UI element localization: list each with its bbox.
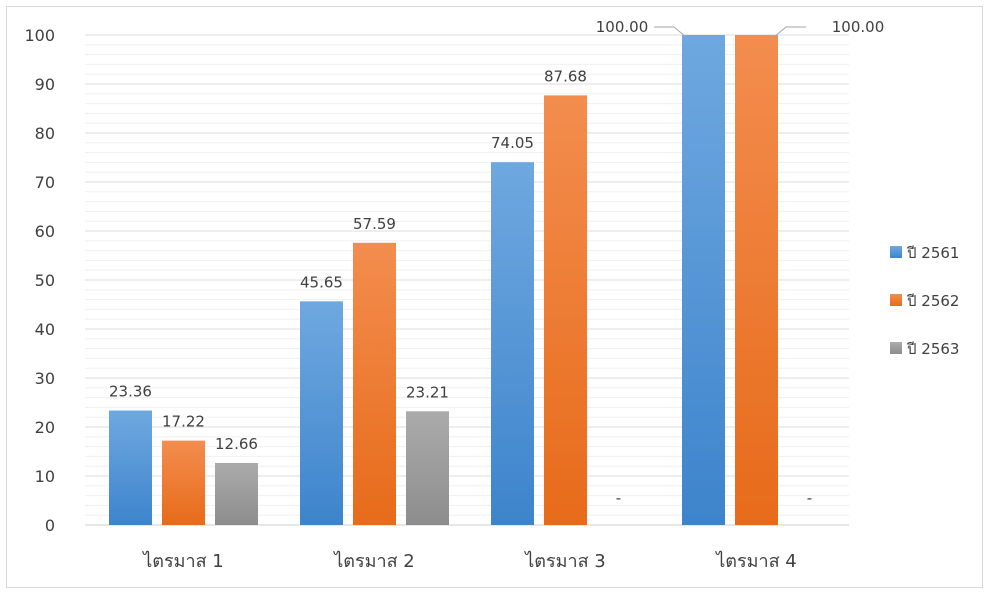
data-label: 17.22 xyxy=(162,413,205,431)
data-label-leader-line xyxy=(773,26,806,38)
y-tick-label: 20 xyxy=(35,418,55,437)
data-label-leader-line xyxy=(654,26,687,38)
y-tick-label: 90 xyxy=(35,75,55,94)
x-category-label: ไตรมาส 4 xyxy=(714,550,797,572)
x-category-label: ไตรมาส 3 xyxy=(523,550,606,572)
data-label: 57.59 xyxy=(353,215,396,233)
bar-series-1-4 xyxy=(682,35,725,525)
bar-series-2-3 xyxy=(544,95,587,526)
chart-frame: 23.36 17.22 12.66 45.65 57.59 23.21 74.05 87.68… xyxy=(6,6,983,588)
legend-swatch xyxy=(890,294,902,306)
y-tick-label: 0 xyxy=(45,516,55,535)
data-label: 45.65 xyxy=(300,273,343,291)
bar-series-1-2 xyxy=(300,301,343,525)
x-category-label: ไตรมาส 1 xyxy=(141,550,224,572)
bar-series-2-2 xyxy=(353,242,396,525)
y-tick-label: 70 xyxy=(35,173,55,192)
data-label: - xyxy=(807,489,812,507)
legend-label: ปี 2561 xyxy=(906,244,959,262)
bar-chart: 23.36 17.22 12.66 45.65 57.59 23.21 74.05 87.68… xyxy=(24,18,959,572)
data-label: 100.00 xyxy=(596,18,649,36)
y-tick-label: 30 xyxy=(35,369,55,388)
data-label: 23.36 xyxy=(109,383,152,401)
legend-swatch xyxy=(890,246,902,258)
x-category-label: ไตรมาส 2 xyxy=(332,550,415,572)
data-label: 100.00 xyxy=(832,18,885,36)
bar-series-3-1 xyxy=(215,462,258,525)
y-tick-label: 100 xyxy=(24,26,55,45)
data-label: 74.05 xyxy=(491,134,534,152)
y-tick-label: 60 xyxy=(35,222,55,241)
data-label: 12.66 xyxy=(215,435,258,453)
bar-series-1-1 xyxy=(109,410,152,525)
legend-label: ปี 2562 xyxy=(906,292,959,310)
bar-series-2-4 xyxy=(735,35,778,525)
data-label: 23.21 xyxy=(406,383,449,401)
y-tick-label: 50 xyxy=(35,271,55,290)
y-tick-label: 10 xyxy=(35,467,55,486)
legend-label: ปี 2563 xyxy=(906,340,959,358)
data-label: 87.68 xyxy=(544,67,587,85)
y-tick-label: 80 xyxy=(35,124,55,143)
bar-series-1-3 xyxy=(491,162,534,525)
y-tick-label: 40 xyxy=(35,320,55,339)
bar-series-3-2 xyxy=(406,411,449,525)
data-label: - xyxy=(616,489,621,507)
legend-swatch xyxy=(890,342,902,354)
bar-series-2-1 xyxy=(162,440,205,525)
